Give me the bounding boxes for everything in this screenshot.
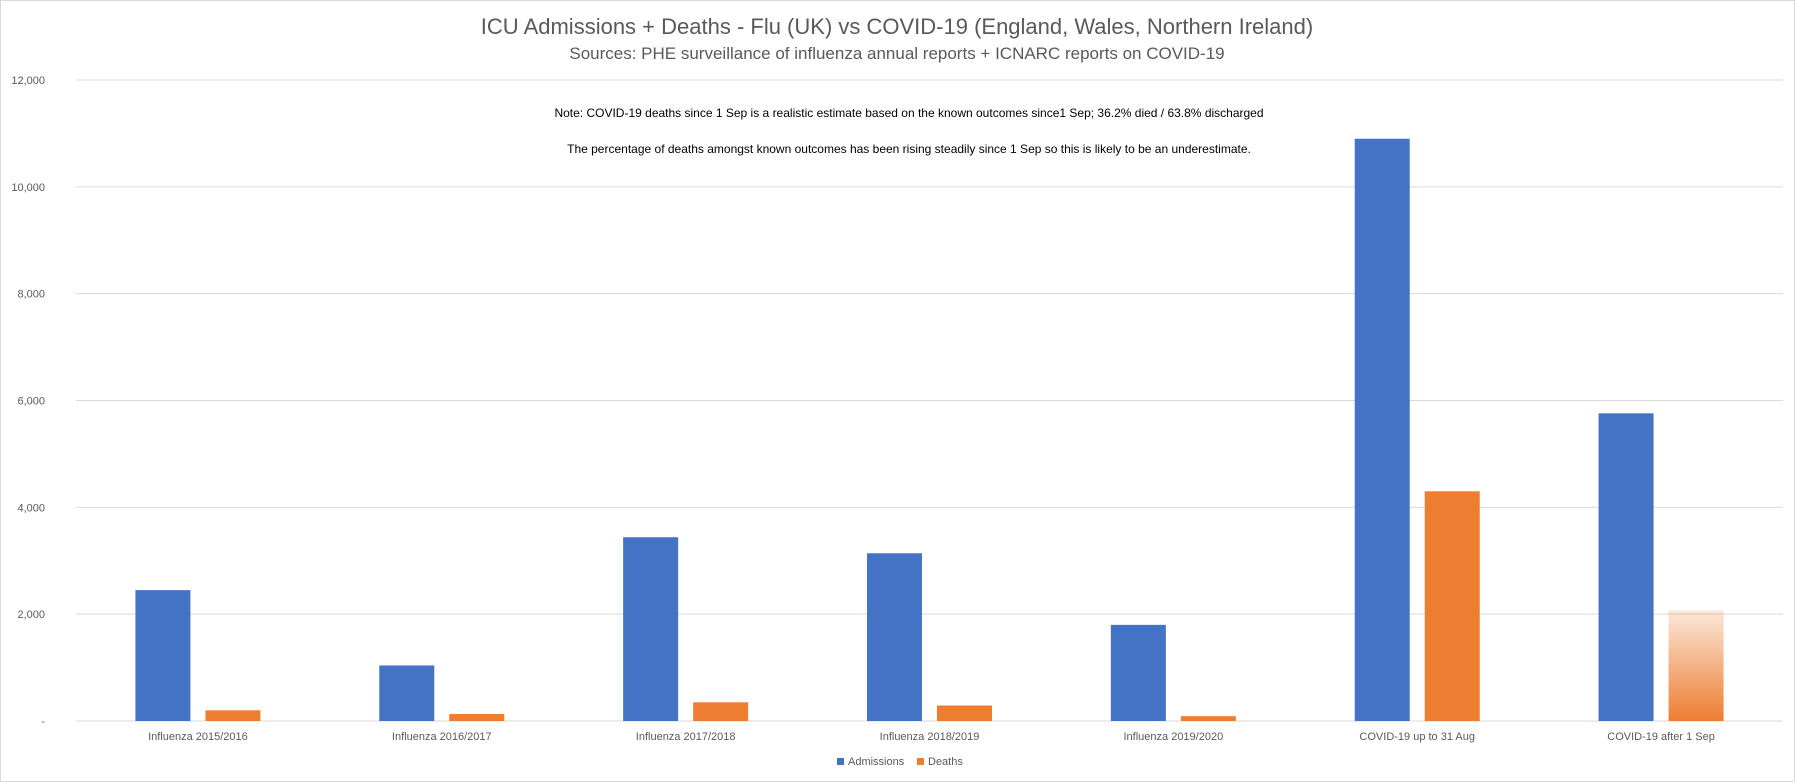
bar-deaths-4 [937, 705, 992, 721]
x-tick-label: Influenza 2017/2018 [636, 731, 736, 743]
y-axis-ticks: - 2,000 4,000 6,000 8,000 10,000 12,000 [11, 75, 45, 728]
y-tick-label: 2,000 [17, 609, 45, 621]
annotation-note-1: Note: COVID-19 deaths since 1 Sep is a r… [554, 106, 1263, 120]
x-tick-label: Influenza 2019/2020 [1124, 731, 1224, 743]
bar-admissions-1 [135, 590, 191, 721]
bar-deaths-2 [449, 714, 505, 721]
x-tick-label: Influenza 2015/2016 [148, 731, 248, 743]
y-tick-label: 4,000 [17, 502, 45, 514]
y-tick-label: 6,000 [17, 396, 45, 408]
legend-swatch-admissions [837, 758, 844, 765]
bar-admissions-2 [379, 665, 435, 721]
bar-admissions-4 [867, 553, 922, 721]
y-tick-label: 10,000 [11, 182, 45, 194]
x-tick-label: Influenza 2018/2019 [880, 731, 980, 743]
annotation-note-2: The percentage of deaths amongst known o… [567, 142, 1251, 156]
legend-swatch-deaths [917, 758, 924, 765]
y-tick-label: 8,000 [17, 289, 45, 301]
bar-admissions-6 [1354, 138, 1410, 722]
bar-deaths-3 [693, 702, 749, 721]
bar-admissions-3 [623, 537, 679, 721]
x-tick-label: Influenza 2016/2017 [392, 731, 492, 743]
y-tick-label: 12,000 [11, 75, 45, 87]
chart-title: ICU Admissions + Deaths - Flu (UK) vs CO… [481, 14, 1313, 39]
bars [135, 138, 1724, 722]
bar-deaths-1 [205, 710, 261, 721]
bar-deaths-7 [1668, 610, 1724, 721]
chart-subtitle: Sources: PHE surveillance of influenza a… [569, 44, 1224, 63]
y-tick-label: - [41, 716, 45, 728]
gridlines [76, 79, 1783, 722]
bar-admissions-5 [1110, 624, 1166, 721]
bar-deaths-6 [1424, 491, 1480, 721]
x-axis-labels: Influenza 2015/2016 Influenza 2016/2017 In… [148, 731, 1715, 743]
x-tick-label: COVID-19 after 1 Sep [1607, 731, 1715, 743]
bar-admissions-7 [1598, 413, 1654, 721]
bar-deaths-5 [1180, 716, 1236, 721]
x-tick-label: COVID-19 up to 31 Aug [1359, 731, 1475, 743]
legend-label-deaths: Deaths [928, 756, 963, 768]
legend: Admissions Deaths [837, 756, 963, 768]
legend-label-admissions: Admissions [848, 756, 905, 768]
